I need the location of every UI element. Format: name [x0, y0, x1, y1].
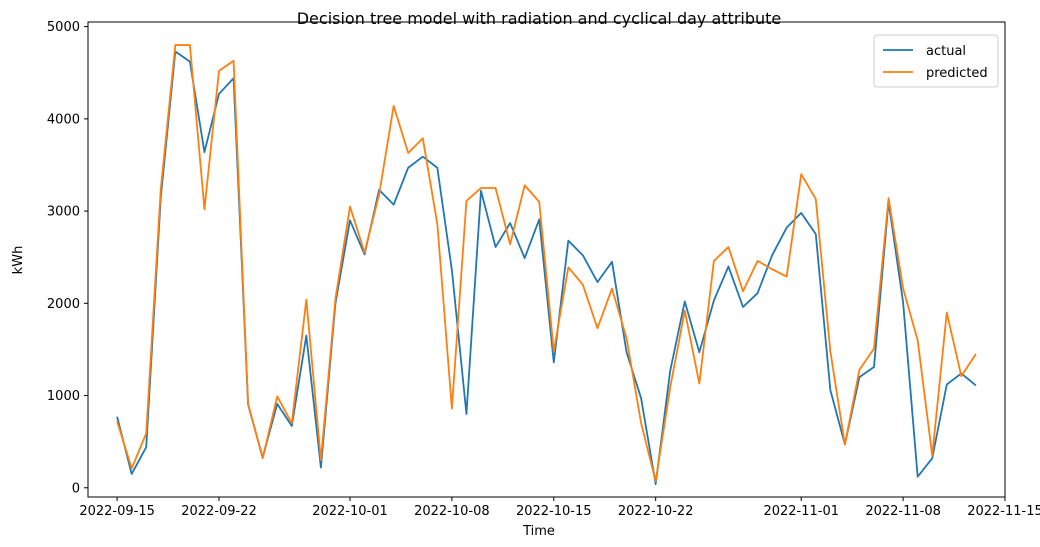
- y-tick-label: 5000: [47, 20, 80, 35]
- legend: actual predicted: [873, 34, 999, 88]
- y-tick-label: 2000: [47, 297, 80, 312]
- y-tick-label: 4000: [47, 112, 80, 127]
- series-lines: [116, 44, 977, 485]
- x-tick-label: 2022-10-08: [414, 504, 490, 519]
- x-tick-label: 2022-11-15: [967, 504, 1040, 519]
- chart-title: Decision tree model with radiation and c…: [297, 9, 782, 28]
- plot-area: [87, 21, 1006, 498]
- x-tick-label: 2022-11-01: [763, 504, 839, 519]
- legend-label-actual: actual: [926, 44, 966, 59]
- x-tick-label: 2022-10-22: [618, 504, 694, 519]
- x-axis-label: Time: [522, 524, 555, 539]
- y-tick-label: 1000: [47, 389, 80, 404]
- x-tick-label: 2022-09-15: [79, 504, 155, 519]
- x-tick-label: 2022-10-15: [516, 504, 592, 519]
- x-axis: 2022-09-15 2022-09-22 2022-10-01 2022-10-08…: [79, 497, 1040, 519]
- y-axis: 0 1000 2000 3000 4000 5000: [47, 20, 88, 496]
- y-tick-label: 3000: [47, 205, 80, 220]
- y-axis-label: kWh: [11, 246, 26, 275]
- legend-label-predicted: predicted: [926, 66, 988, 81]
- plot-frame: [87, 21, 1006, 498]
- x-tick-label: 2022-10-01: [312, 504, 388, 519]
- legend-box: [873, 34, 999, 88]
- series-line-predicted: [116, 44, 977, 483]
- y-tick-label: 0: [72, 481, 80, 496]
- x-tick-label: 2022-11-08: [865, 504, 941, 519]
- x-tick-label: 2022-09-22: [181, 504, 257, 519]
